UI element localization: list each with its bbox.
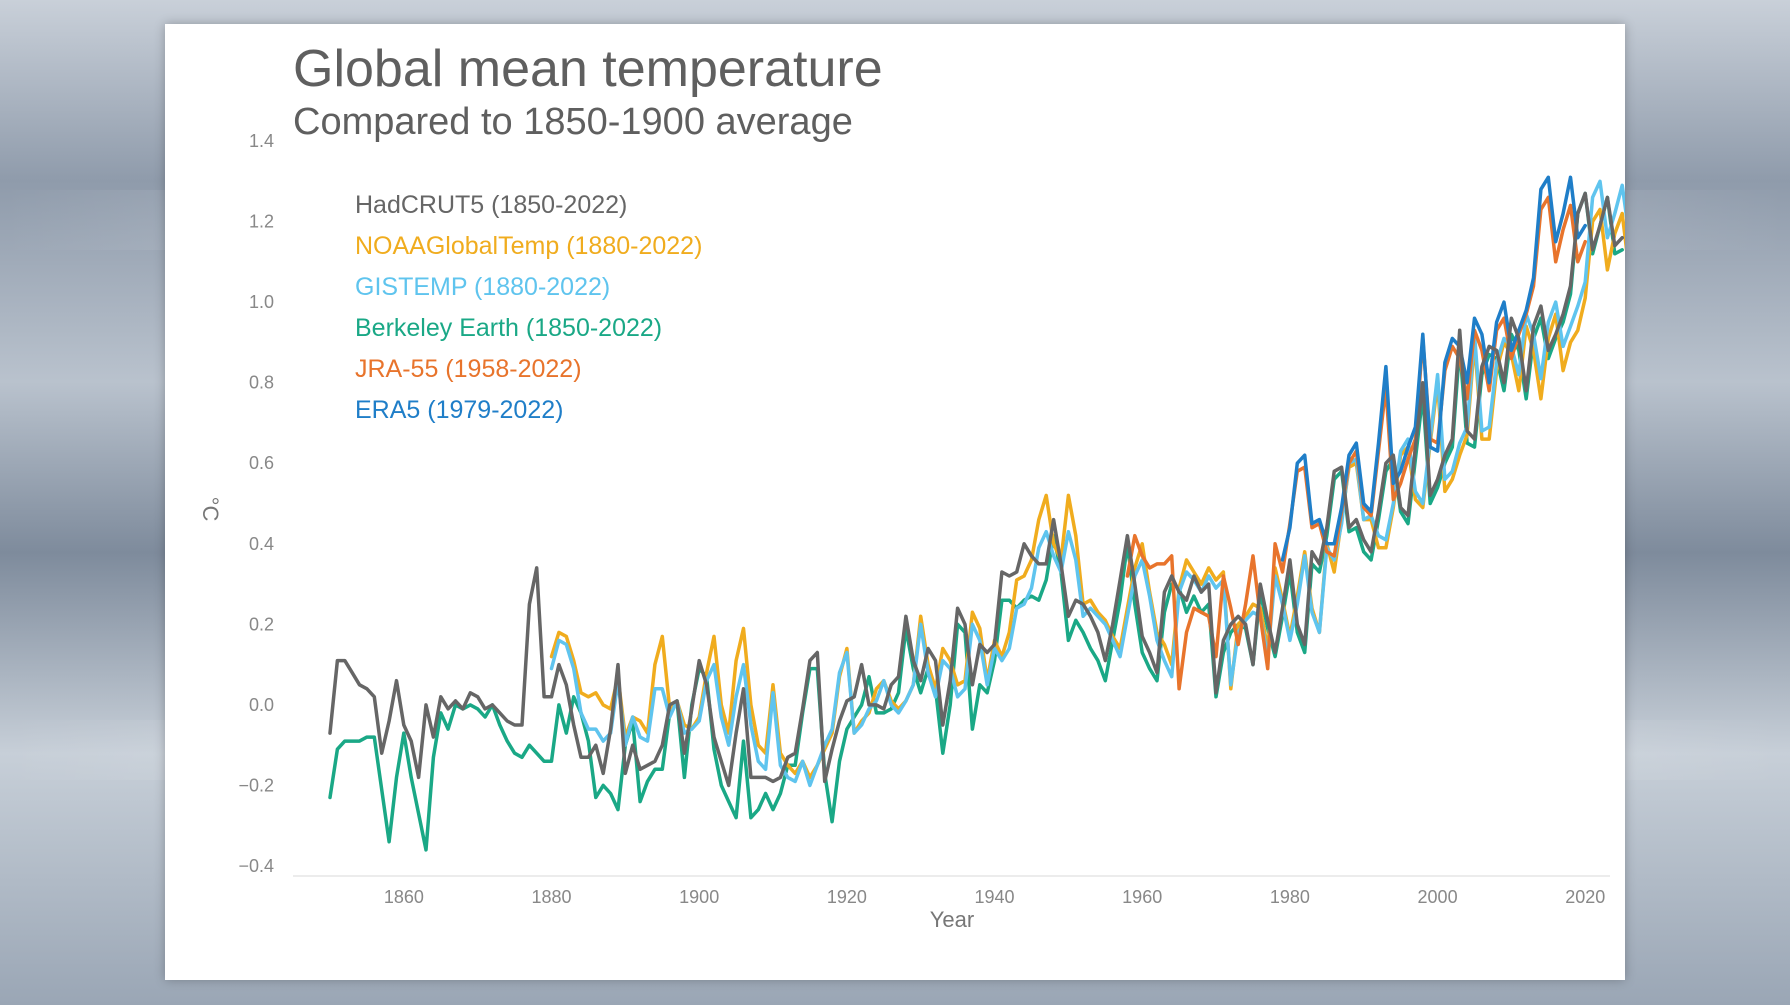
series-line [549,179,1625,788]
series-line [328,191,1624,788]
y-tick-label: 0.8 [249,373,274,393]
x-tick-label: 1960 [1122,887,1162,907]
legend-entry: GISTEMP (1880-2022) [355,273,610,301]
legend-entry: Berkeley Earth (1850-2022) [355,314,662,342]
y-tick-label: 1.4 [249,131,274,151]
x-tick-label: 1940 [975,887,1015,907]
y-axis-label: °C [198,497,223,522]
x-tick-label: 1880 [531,887,571,907]
chart-card: Global mean temperature Compared to 1850… [165,24,1625,980]
y-tick-label: 0.0 [249,695,274,715]
series-line [1280,175,1587,562]
legend-entry: HadCRUT5 (1850-2022) [355,191,627,219]
x-tick-label: 1860 [384,887,424,907]
x-tick-label: 1900 [679,887,719,907]
x-axis-ticks: 1860 1880 1900 1920 1940 1960 1980 2000 2020 [384,887,1605,907]
y-tick-label: 1.2 [249,212,274,232]
legend-entry: NOAAGlobalTemp (1880-2022) [355,232,702,260]
y-axis-ticks: −0.4 −0.2 0.0 0.2 0.4 0.6 0.8 1.0 1.2 1.4 [238,131,274,876]
y-tick-label: −0.2 [238,775,274,795]
x-tick-label: 2020 [1565,887,1605,907]
line-chart: Global mean temperature Compared to 1850… [198,40,1625,932]
x-axis-label: Year [930,907,974,932]
series-line [549,207,1625,780]
legend-entry: ERA5 (1979-2022) [355,396,563,424]
y-tick-label: 0.6 [249,453,274,473]
y-tick-label: −0.4 [238,856,274,876]
x-tick-label: 1920 [827,887,867,907]
x-tick-label: 1980 [1270,887,1310,907]
chart-subtitle: Compared to 1850-1900 average [293,101,853,143]
y-tick-label: 0.4 [249,534,274,554]
legend: HadCRUT5 (1850-2022) NOAAGlobalTemp (1880… [355,191,702,424]
x-tick-label: 2000 [1418,887,1458,907]
series-line [328,191,1624,852]
y-tick-label: 1.0 [249,292,274,312]
y-tick-label: 0.2 [249,614,274,634]
chart-title: Global mean temperature [293,40,883,98]
legend-entry: JRA-55 (1958-2022) [355,355,582,383]
series-lines [328,175,1625,852]
